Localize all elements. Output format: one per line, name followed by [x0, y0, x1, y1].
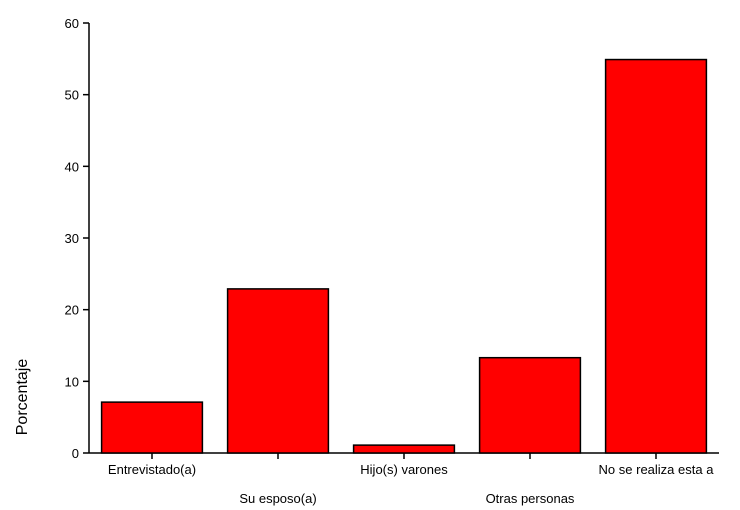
- x-category-label: Entrevistado(a): [108, 462, 196, 477]
- bar: [352, 444, 456, 454]
- bars: [100, 58, 708, 454]
- y-axis: 0 10 20 30 40 50 60: [65, 16, 90, 461]
- y-tick-label: 10: [65, 374, 79, 389]
- x-category-label: No se realiza esta a: [599, 462, 715, 477]
- y-tick-label: 40: [65, 159, 79, 174]
- x-category-label: Otras personas: [486, 491, 575, 506]
- x-category-label: Su esposo(a): [239, 491, 316, 506]
- y-tick-label: 20: [65, 303, 79, 318]
- x-category-label: Hijo(s) varones: [360, 462, 448, 477]
- y-tick-label: 30: [65, 231, 79, 246]
- y-tick-label: 60: [65, 16, 79, 31]
- y-axis-title: Porcentaje: [14, 359, 31, 436]
- bar: [604, 58, 708, 454]
- bar: [478, 356, 582, 454]
- y-tick-label: 0: [72, 446, 79, 461]
- category-labels: Entrevistado(a) Su esposo(a) Hijo(s) varon…: [108, 462, 714, 506]
- bar: [226, 288, 330, 454]
- bar: [100, 401, 204, 454]
- x-axis: [89, 452, 719, 459]
- y-tick-label: 50: [65, 88, 79, 103]
